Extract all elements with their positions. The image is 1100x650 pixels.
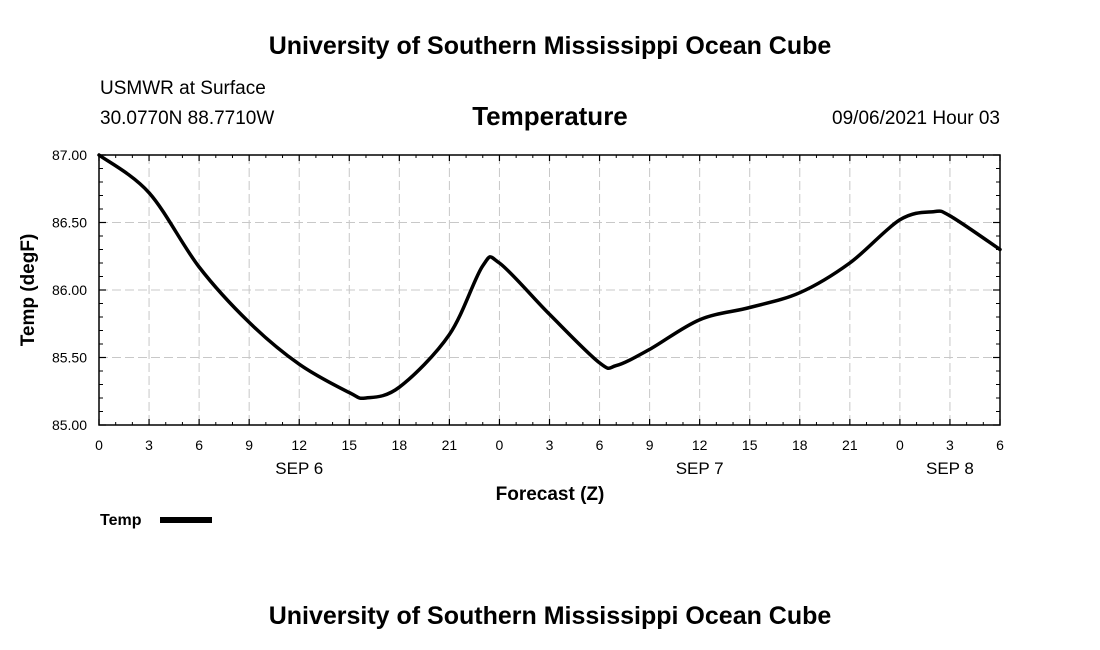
x-tick-label: 18 — [792, 437, 808, 453]
x-tick-label: 18 — [392, 437, 408, 453]
x-tick-label: 6 — [195, 437, 203, 453]
x-axis-label: Forecast (Z) — [496, 484, 605, 505]
timestamp-label: 09/06/2021 Hour 03 — [832, 108, 1000, 129]
y-tick-label: 85.00 — [52, 417, 87, 433]
x-tick-label: 9 — [245, 437, 253, 453]
x-tick-label: 6 — [996, 437, 1004, 453]
x-tick-label: 0 — [896, 437, 904, 453]
x-tick-label: 0 — [95, 437, 103, 453]
station-label: USMWR at Surface — [100, 78, 266, 99]
page-title-top: University of Southern Mississippi Ocean… — [269, 32, 832, 60]
date-label: SEP 8 — [926, 459, 974, 478]
legend: Temp — [100, 512, 212, 529]
x-tick-label: 12 — [291, 437, 307, 453]
x-tick-label: 6 — [596, 437, 604, 453]
x-tick-label: 21 — [842, 437, 858, 453]
grid — [99, 155, 1000, 425]
page-title-bottom: University of Southern Mississippi Ocean… — [269, 602, 832, 630]
y-axis-label: Temp (degF) — [18, 234, 39, 347]
x-tick-label: 9 — [646, 437, 654, 453]
x-tick-label: 3 — [946, 437, 954, 453]
x-tick-label: 15 — [742, 437, 758, 453]
temp-series-line — [97, 153, 1002, 401]
x-tick-label: 3 — [145, 437, 153, 453]
date-label: SEP 6 — [275, 459, 323, 478]
location-label: 30.0770N 88.7710W — [100, 108, 274, 129]
chart-title: Temperature — [472, 101, 628, 131]
y-tick-label: 85.50 — [52, 350, 87, 366]
x-tick-label: 3 — [546, 437, 554, 453]
y-tick-label: 87.00 — [52, 147, 87, 163]
legend-swatch — [160, 517, 212, 523]
x-tick-label: 15 — [341, 437, 357, 453]
x-tick-label: 21 — [442, 437, 458, 453]
legend-label: Temp — [100, 512, 142, 529]
x-tick-label: 0 — [496, 437, 504, 453]
y-tick-label: 86.00 — [52, 282, 87, 298]
x-tick-label: 12 — [692, 437, 708, 453]
axes: 0 3 6 9 12 15 18 21 0 3 6 9 12 15 18 21 0 3 6 SEP 6 SEP 7 SEP… — [52, 147, 1004, 478]
y-tick-label: 86.50 — [52, 215, 87, 231]
date-label: SEP 7 — [676, 459, 724, 478]
